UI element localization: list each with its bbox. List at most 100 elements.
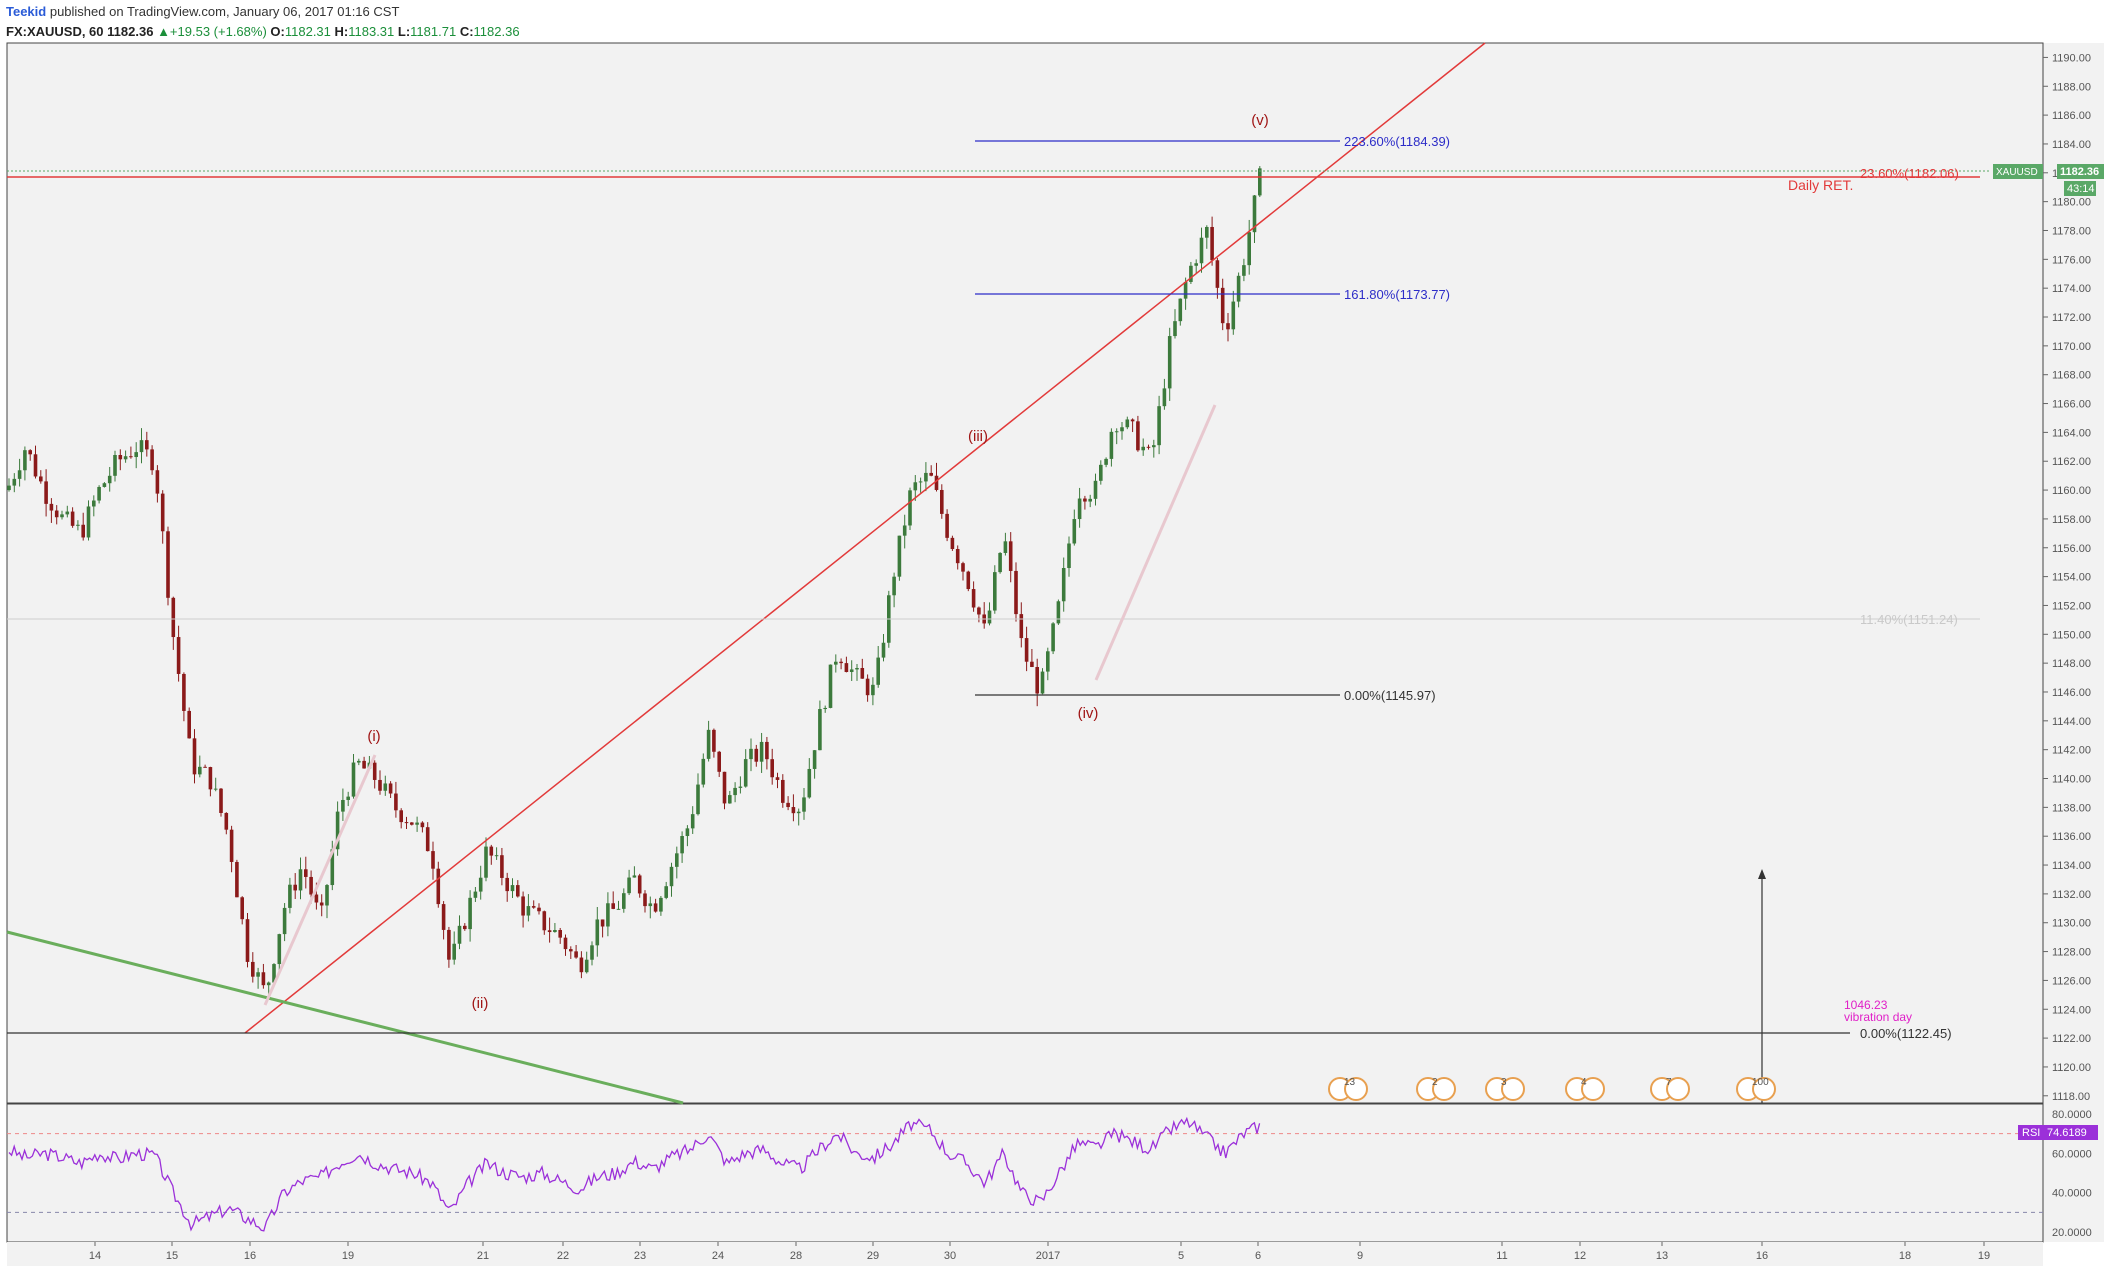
price-tag-text: 1182.36 <box>2060 166 2099 178</box>
economic-event-badge[interactable]: 3 <box>1485 1077 1525 1101</box>
candle-body <box>871 684 875 696</box>
candle-body <box>235 861 239 898</box>
candle-body <box>1099 464 1103 481</box>
economic-event-badge[interactable]: 2 <box>1416 1077 1456 1101</box>
y-tick-label: 1140.00 <box>2052 774 2091 786</box>
candle-body <box>770 759 774 778</box>
x-tick-label: 2017 <box>1036 1250 1060 1262</box>
candle-body <box>425 827 430 852</box>
candle-body <box>1183 281 1188 299</box>
candle-body <box>351 762 356 797</box>
economic-event-badge[interactable]: 7 <box>1650 1077 1690 1101</box>
candle-body <box>182 673 186 711</box>
candle-body <box>690 814 695 829</box>
candle-body <box>924 472 928 482</box>
candle-body <box>1236 275 1241 302</box>
candle-body <box>341 799 345 812</box>
x-tick-label: 18 <box>1899 1250 1911 1262</box>
candle-body <box>902 525 907 536</box>
candle-body <box>1024 638 1029 662</box>
candle-body <box>648 903 653 907</box>
main-pane[interactable] <box>6 42 2044 1104</box>
candle-body <box>632 875 637 878</box>
x-tick-label: 30 <box>944 1250 956 1262</box>
rsi-label-text: RSI <box>2022 1127 2040 1139</box>
candle-body <box>346 796 350 800</box>
candle-body <box>759 741 764 762</box>
candle-body <box>145 440 149 450</box>
candle-body <box>860 667 865 679</box>
candle-body <box>542 911 547 931</box>
candle-body <box>288 884 292 908</box>
candle-body <box>547 930 552 933</box>
x-tick-label: 29 <box>867 1250 879 1262</box>
candle-body <box>81 524 85 538</box>
rsi-pane[interactable] <box>6 1103 2044 1243</box>
economic-event-badge[interactable]: 100 <box>1736 1077 1776 1101</box>
candle-body <box>934 475 939 490</box>
candle-body <box>49 503 54 511</box>
candle-body <box>1152 445 1156 448</box>
x-tick-label: 15 <box>166 1250 178 1262</box>
candle-body <box>1061 568 1066 602</box>
candle-body <box>1088 498 1092 502</box>
open-label: O: <box>270 24 285 39</box>
time-axis[interactable] <box>7 1242 2043 1266</box>
economic-event-badge[interactable]: 13 <box>1328 1077 1368 1101</box>
candle-body <box>166 531 170 598</box>
fib-zero-upper-label: 0.00%(1145.97) <box>1344 688 1436 703</box>
candle-body <box>1167 336 1172 389</box>
candle-body <box>420 822 425 828</box>
x-axis-ticks: 14 15 16 19 21 22 23 24 28 29 30 2017 5 6 9 11 12 13 16 18 1… <box>89 1242 1990 1262</box>
candle-body <box>1189 265 1193 282</box>
candle-body <box>1056 601 1061 624</box>
candle-body <box>849 669 854 673</box>
candle-body <box>1125 419 1130 428</box>
candle-body <box>1019 614 1024 639</box>
wave-ii-label: (ii) <box>472 995 489 1012</box>
candle-body <box>1242 265 1246 276</box>
candle-body <box>1104 458 1108 465</box>
x-tick-label: 24 <box>712 1250 724 1262</box>
vibration-value: 1046.23 <box>1844 998 1888 1012</box>
y-tick-label: 1176.00 <box>2052 254 2091 266</box>
candle-body <box>282 907 287 935</box>
y-tick-label: 1170.00 <box>2052 341 2091 353</box>
candle-body <box>1136 421 1140 451</box>
candle-body <box>807 768 812 798</box>
x-tick-label: 13 <box>1656 1250 1668 1262</box>
candle-body <box>500 855 504 878</box>
rsi-tick-label: 20.0000 <box>2052 1227 2092 1239</box>
candle-body <box>786 802 790 808</box>
candle-body <box>775 777 780 780</box>
y-tick-label: 1168.00 <box>2052 370 2091 382</box>
candle-body <box>669 866 674 887</box>
candle-body <box>39 476 43 482</box>
candle-body <box>378 779 382 791</box>
candle-body <box>399 810 403 823</box>
y-tick-label: 1148.00 <box>2052 658 2091 670</box>
symbol-tag <box>1993 164 2043 179</box>
price-axis[interactable] <box>2043 43 2104 1242</box>
rsi-tick-label: 80.0000 <box>2052 1109 2092 1121</box>
candle-body <box>171 597 176 638</box>
y-tick-label: 1158.00 <box>2052 514 2091 526</box>
support-line[interactable] <box>6 930 684 1105</box>
candle-body <box>224 812 229 830</box>
x-tick-label: 21 <box>477 1250 489 1262</box>
candle-body <box>1083 498 1087 502</box>
candle-body <box>213 788 218 790</box>
author-link[interactable]: Teekid <box>6 4 47 19</box>
y-tick-label: 1174.00 <box>2052 283 2091 295</box>
candle-body <box>1205 226 1209 238</box>
y-tick-label: 1162.00 <box>2052 456 2091 468</box>
trend-line[interactable] <box>244 42 1486 1034</box>
economic-event-badge[interactable]: 4 <box>1565 1077 1605 1101</box>
x-tick-label: 14 <box>89 1250 101 1262</box>
event-badges[interactable]: 13 2 3 4 7 100 <box>1328 1077 1776 1101</box>
candle-body <box>314 894 319 903</box>
high-value: 1183.31 <box>348 24 395 39</box>
candle-body <box>595 919 600 946</box>
candle-body <box>1247 232 1251 266</box>
